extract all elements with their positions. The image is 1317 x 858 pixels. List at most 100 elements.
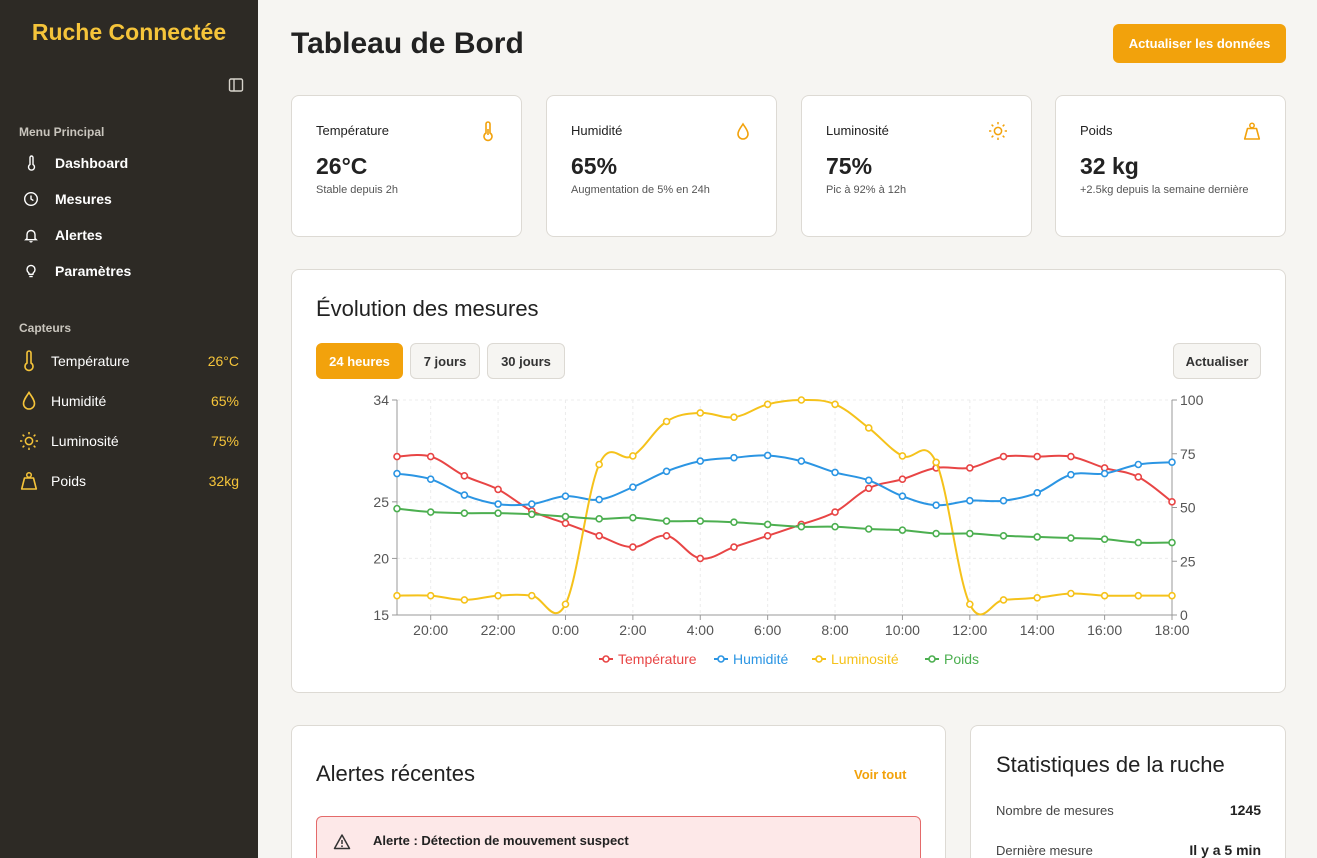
stat-card-poids: Poids 32 kg +2.5kg depuis la semaine der… <box>1055 95 1286 237</box>
tab-7-jours[interactable]: 7 jours <box>410 343 480 379</box>
data-point <box>999 452 1008 461</box>
data-point <box>595 495 603 504</box>
data-point <box>1168 538 1176 547</box>
stat-card-luminosite: Luminosité 75% Pic à 92% à 12h <box>801 95 1032 237</box>
data-point <box>662 417 671 426</box>
nav-parametres[interactable]: Paramètres <box>19 257 239 285</box>
data-point <box>662 517 671 525</box>
sun-icon <box>19 429 45 453</box>
sensor-label: Poids <box>51 473 87 489</box>
legend-label: Poids <box>944 651 979 667</box>
alerts-title: Alertes récentes <box>316 761 475 786</box>
sensor-label: Luminosité <box>51 433 119 449</box>
data-point <box>864 525 873 533</box>
stats-key: Dernière mesure <box>996 843 1093 858</box>
data-point <box>426 475 435 484</box>
data-point <box>1134 460 1143 469</box>
y-right-tick-label: 75 <box>1180 446 1196 462</box>
data-point <box>393 504 401 513</box>
y-left-tick-label: 34 <box>373 392 389 408</box>
sensor-poids[interactable]: Poids 32kg <box>19 466 239 496</box>
bell-icon <box>19 223 43 247</box>
y-right-tick-label: 25 <box>1180 553 1196 569</box>
x-tick-label: 10:00 <box>885 622 920 638</box>
alert-text: Alerte : Détection de mouvement suspect <box>373 833 629 848</box>
app-brand: Ruche Connectée <box>31 19 227 45</box>
data-point <box>629 543 637 551</box>
stat-value: 65% <box>571 153 618 179</box>
data-point <box>1134 591 1143 600</box>
chart-refresh-button[interactable]: Actualiser <box>1173 343 1261 379</box>
data-point <box>561 519 570 528</box>
data-point <box>1067 470 1075 479</box>
sensors-section-title: Capteurs <box>19 321 72 335</box>
nav-mesures[interactable]: Mesures <box>19 185 239 213</box>
data-point <box>966 496 974 505</box>
stat-label: Température <box>316 123 389 138</box>
see-all-link[interactable]: Voir tout <box>854 767 907 782</box>
stat-value: 26°C <box>316 153 368 179</box>
x-tick-label: 22:00 <box>481 622 516 638</box>
data-point <box>763 520 772 529</box>
data-point <box>898 526 907 534</box>
sensor-value: 32kg <box>208 473 239 489</box>
sensor-temperature[interactable]: Température 26°C <box>19 346 239 376</box>
sensor-humidite[interactable]: Humidité 65% <box>19 386 239 416</box>
sensor-value: 65% <box>210 393 239 409</box>
series-line-température <box>396 454 1173 560</box>
stats-value: 1245 <box>1229 802 1261 818</box>
alert-item[interactable]: Alerte : Détection de mouvement suspect <box>316 816 921 858</box>
data-point <box>730 518 738 527</box>
data-point <box>1033 488 1042 497</box>
data-point <box>595 531 603 540</box>
tab-24-heures[interactable]: 24 heures <box>316 343 403 379</box>
nav-alertes[interactable]: Alertes <box>19 221 239 249</box>
data-point <box>561 492 570 500</box>
sidebar-toggle-icon[interactable] <box>228 77 244 93</box>
lightbulb-icon <box>19 259 43 283</box>
sensor-label: Température <box>51 353 130 369</box>
legend-marker <box>928 655 936 663</box>
sensor-label: Humidité <box>51 393 107 409</box>
data-point <box>763 531 772 540</box>
nav-dashboard[interactable]: Dashboard <box>19 149 239 177</box>
page-title: Tableau de Bord <box>291 27 524 60</box>
tab-30-jours[interactable]: 30 jours <box>487 343 565 379</box>
alerts-card: Alertes récentes Voir tout Alerte : Déte… <box>291 725 946 858</box>
clock-icon <box>19 187 43 211</box>
refresh-data-button[interactable]: Actualiser les données <box>1113 24 1286 63</box>
data-point <box>561 600 570 609</box>
data-point <box>797 396 806 404</box>
data-point <box>1033 452 1042 461</box>
data-point <box>999 596 1008 604</box>
data-point <box>494 500 502 508</box>
stats-row: Dernière mesure Il y a 5 min <box>996 842 1261 858</box>
data-point <box>696 554 705 563</box>
data-point <box>662 531 671 540</box>
data-point <box>393 469 401 478</box>
stat-subtext: Augmentation de 5% en 24h <box>571 184 710 196</box>
data-point <box>393 591 401 600</box>
data-point <box>460 472 469 480</box>
sensor-value: 26°C <box>207 353 239 369</box>
data-point <box>393 452 401 461</box>
x-tick-label: 20:00 <box>413 622 448 638</box>
stats-row: Nombre de mesures 1245 <box>996 802 1261 818</box>
legend-label: Température <box>618 651 697 667</box>
data-point <box>831 522 839 531</box>
nav-label: Mesures <box>55 191 112 207</box>
droplet-icon <box>19 389 45 413</box>
nav-label: Dashboard <box>55 155 129 171</box>
stat-label: Luminosité <box>826 123 889 138</box>
nav-label: Alertes <box>55 227 103 243</box>
weight-icon <box>1241 120 1263 142</box>
stat-card-humidite: Humidité 65% Augmentation de 5% en 24h <box>546 95 777 237</box>
data-point <box>1134 538 1143 547</box>
data-point <box>696 517 705 525</box>
data-point <box>898 492 907 500</box>
menu-section-title: Menu Principal <box>19 125 105 139</box>
sensor-luminosite[interactable]: Luminosité 75% <box>19 426 239 456</box>
data-point <box>1033 533 1042 541</box>
data-point <box>460 509 469 517</box>
data-point <box>696 457 705 465</box>
